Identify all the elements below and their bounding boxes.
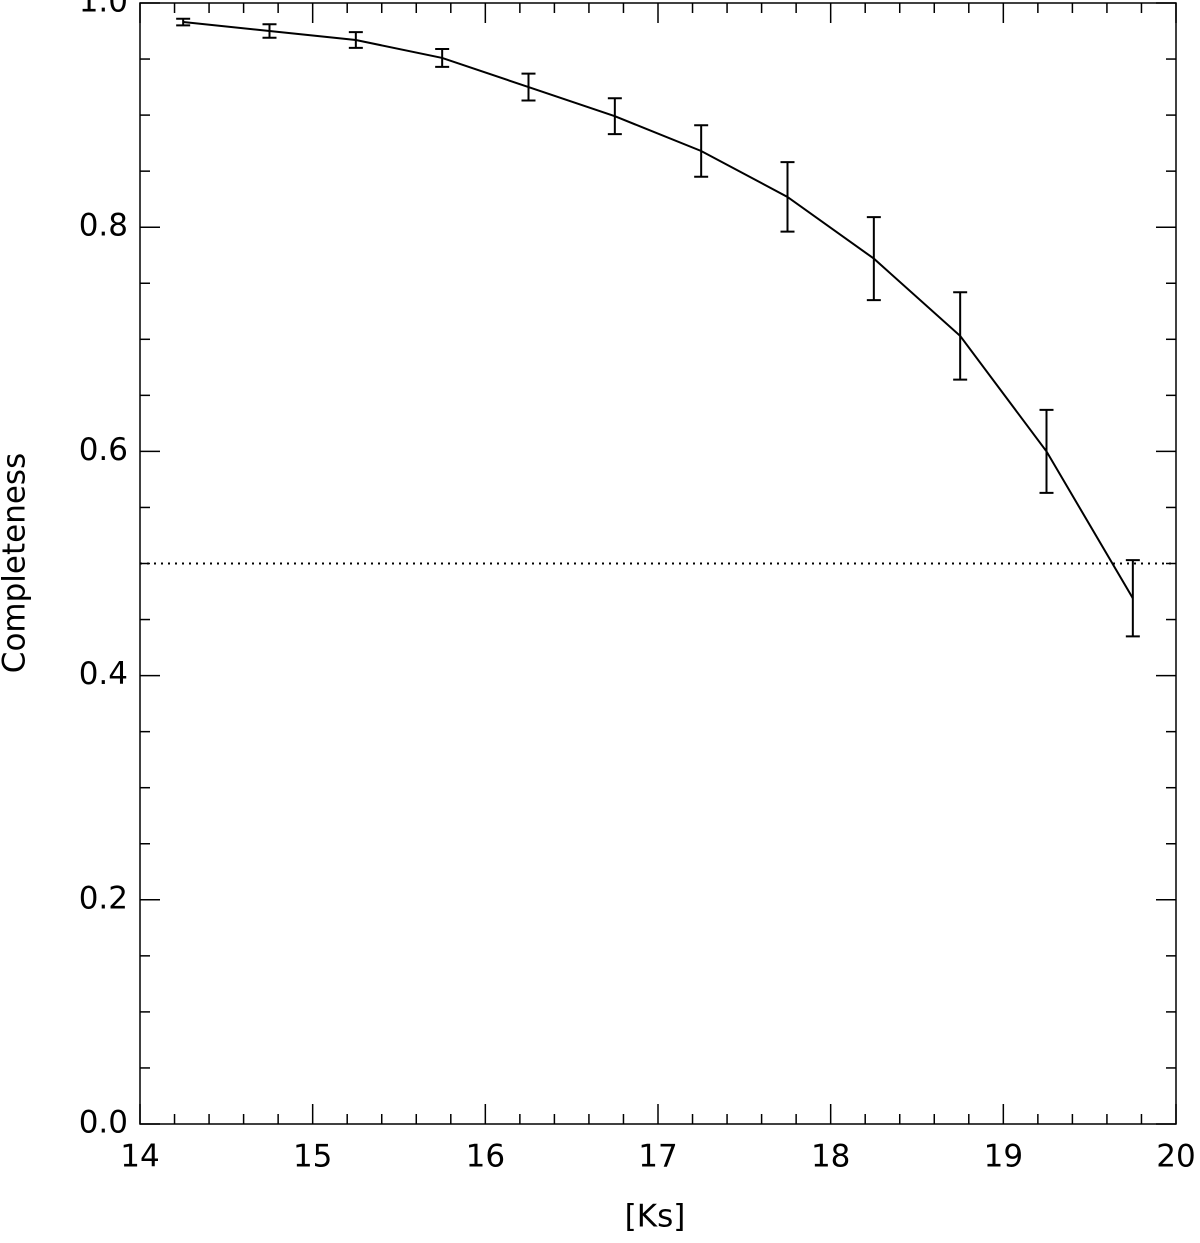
error-bar xyxy=(1039,408,1054,494)
x-tick-label: 17 xyxy=(638,1139,677,1175)
x-tick-label: 20 xyxy=(1156,1139,1195,1175)
y-tick-label: 0.2 xyxy=(79,880,128,916)
error-bar xyxy=(262,23,277,39)
x-tick-label: 19 xyxy=(984,1139,1023,1175)
error-bar xyxy=(1125,559,1140,638)
error-bar xyxy=(521,72,536,102)
y-tick-label: 0.8 xyxy=(79,208,128,244)
x-tick-label: 18 xyxy=(811,1139,850,1175)
y-tick-label: 0.4 xyxy=(79,656,128,692)
x-tick-label: 15 xyxy=(293,1139,332,1175)
y-tick-label: 0.0 xyxy=(79,1105,128,1141)
y-tick-label: 1.0 xyxy=(79,0,128,20)
error-bar xyxy=(176,17,191,27)
error-bar xyxy=(780,161,795,233)
x-tick-label: 16 xyxy=(466,1139,505,1175)
error-bar xyxy=(348,31,363,49)
error-bar xyxy=(953,291,968,381)
error-bar xyxy=(435,47,450,68)
x-axis-label: [Ks] xyxy=(625,1199,686,1235)
data-line xyxy=(183,21,1134,599)
error-bar xyxy=(866,216,881,302)
y-tick-label: 0.6 xyxy=(79,432,128,468)
x-tick-label: 14 xyxy=(120,1139,159,1175)
error-bar xyxy=(607,97,622,136)
error-bar xyxy=(694,124,709,178)
y-axis-label: Completeness xyxy=(0,453,33,673)
